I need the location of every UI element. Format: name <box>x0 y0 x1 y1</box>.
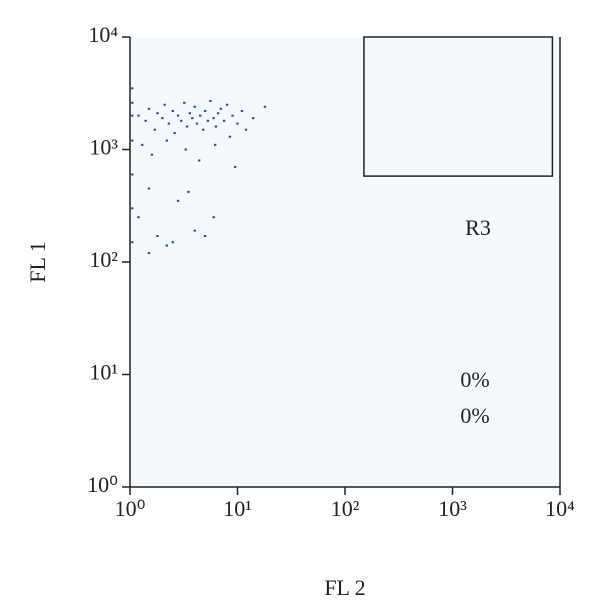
point <box>233 165 237 168</box>
gate-label: R3 <box>465 215 491 240</box>
point <box>199 114 202 117</box>
point <box>188 112 192 115</box>
point <box>203 235 207 238</box>
y-axis-label: FL 1 <box>25 241 50 282</box>
point <box>156 235 159 238</box>
point <box>228 135 232 138</box>
point <box>131 87 134 90</box>
annotation: 0% <box>460 367 489 392</box>
point <box>173 132 176 135</box>
x-tick-label: 10² <box>331 496 360 521</box>
x-tick-label: 10⁰ <box>115 496 146 521</box>
point <box>137 216 140 219</box>
point <box>131 207 134 210</box>
point <box>156 112 159 115</box>
point <box>171 109 174 112</box>
point <box>184 148 187 151</box>
y-tick-label: 10⁴ <box>88 22 118 47</box>
point <box>131 114 134 117</box>
point <box>240 109 244 112</box>
annotation: 0% <box>460 403 489 428</box>
plot-area <box>130 37 560 487</box>
point <box>165 139 169 142</box>
y-tick-label: 10³ <box>89 135 118 160</box>
point <box>147 107 151 110</box>
x-tick-label: 10⁴ <box>545 496 575 521</box>
point <box>131 139 134 142</box>
point <box>161 117 164 120</box>
point <box>147 252 151 255</box>
point <box>131 173 134 176</box>
point <box>231 114 234 117</box>
point <box>185 125 189 128</box>
point <box>171 241 174 244</box>
point <box>203 109 207 112</box>
point <box>131 101 134 104</box>
point <box>206 119 210 122</box>
point <box>176 114 180 117</box>
point <box>193 229 196 232</box>
point <box>191 117 194 120</box>
point <box>219 107 223 110</box>
point <box>209 99 212 102</box>
gate <box>363 36 554 177</box>
point <box>150 153 154 156</box>
point <box>236 122 239 125</box>
x-tick-label: 10¹ <box>223 496 252 521</box>
point <box>212 216 215 219</box>
point <box>216 112 220 115</box>
point <box>212 117 215 120</box>
point <box>225 103 229 106</box>
point <box>153 128 156 131</box>
point <box>131 241 134 244</box>
point <box>193 105 196 108</box>
point <box>252 117 255 120</box>
point <box>180 119 183 122</box>
point <box>187 190 190 193</box>
point <box>222 119 226 122</box>
point <box>195 122 199 125</box>
point <box>163 103 166 106</box>
point <box>244 128 248 131</box>
point <box>147 187 151 190</box>
point <box>183 101 186 104</box>
y-tick-label: 10¹ <box>89 360 118 385</box>
x-axis-label: FL 2 <box>324 575 365 600</box>
point <box>141 143 144 146</box>
point <box>144 119 147 122</box>
point <box>197 159 201 162</box>
point <box>137 114 140 117</box>
point <box>176 199 180 202</box>
y-tick-label: 10⁰ <box>87 472 118 497</box>
y-tick-label: 10² <box>89 247 118 272</box>
point <box>165 244 169 247</box>
point <box>213 143 217 146</box>
point <box>167 122 171 125</box>
point <box>214 125 218 128</box>
point <box>202 128 205 131</box>
point <box>263 105 267 108</box>
x-tick-label: 10³ <box>438 496 467 521</box>
